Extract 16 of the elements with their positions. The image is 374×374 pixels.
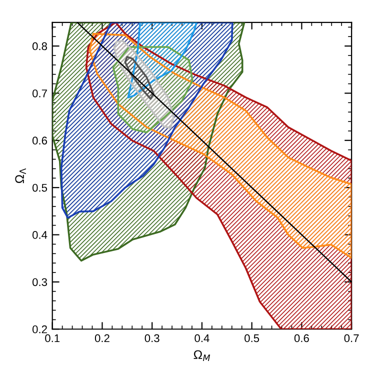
x-tick-label: 0.5 — [244, 334, 260, 342]
y-axis-title: Ω$_{Λ}$ — [15, 168, 26, 184]
y-tick-label: 0.4 — [32, 231, 48, 239]
x-tick-label: 0.2 — [94, 334, 110, 342]
x-tick-label: 0.7 — [344, 334, 359, 342]
x-axis-title: Ω$_{M}$ — [194, 350, 210, 361]
x-tick-label: 0.6 — [294, 334, 309, 342]
y-tick-label: 0.3 — [32, 278, 48, 286]
y-tick-label: 0.8 — [32, 42, 48, 50]
y-tick-label: 0.6 — [32, 136, 48, 145]
x-tick-label: 0.4 — [194, 334, 210, 342]
x-tick-label: 0.1 — [45, 334, 60, 342]
y-tick-label: 0.5 — [32, 184, 48, 192]
y-tick-label: 0.7 — [32, 89, 47, 98]
y-tick-label: 0.2 — [32, 325, 47, 334]
x-tick-label: 0.3 — [144, 334, 160, 342]
